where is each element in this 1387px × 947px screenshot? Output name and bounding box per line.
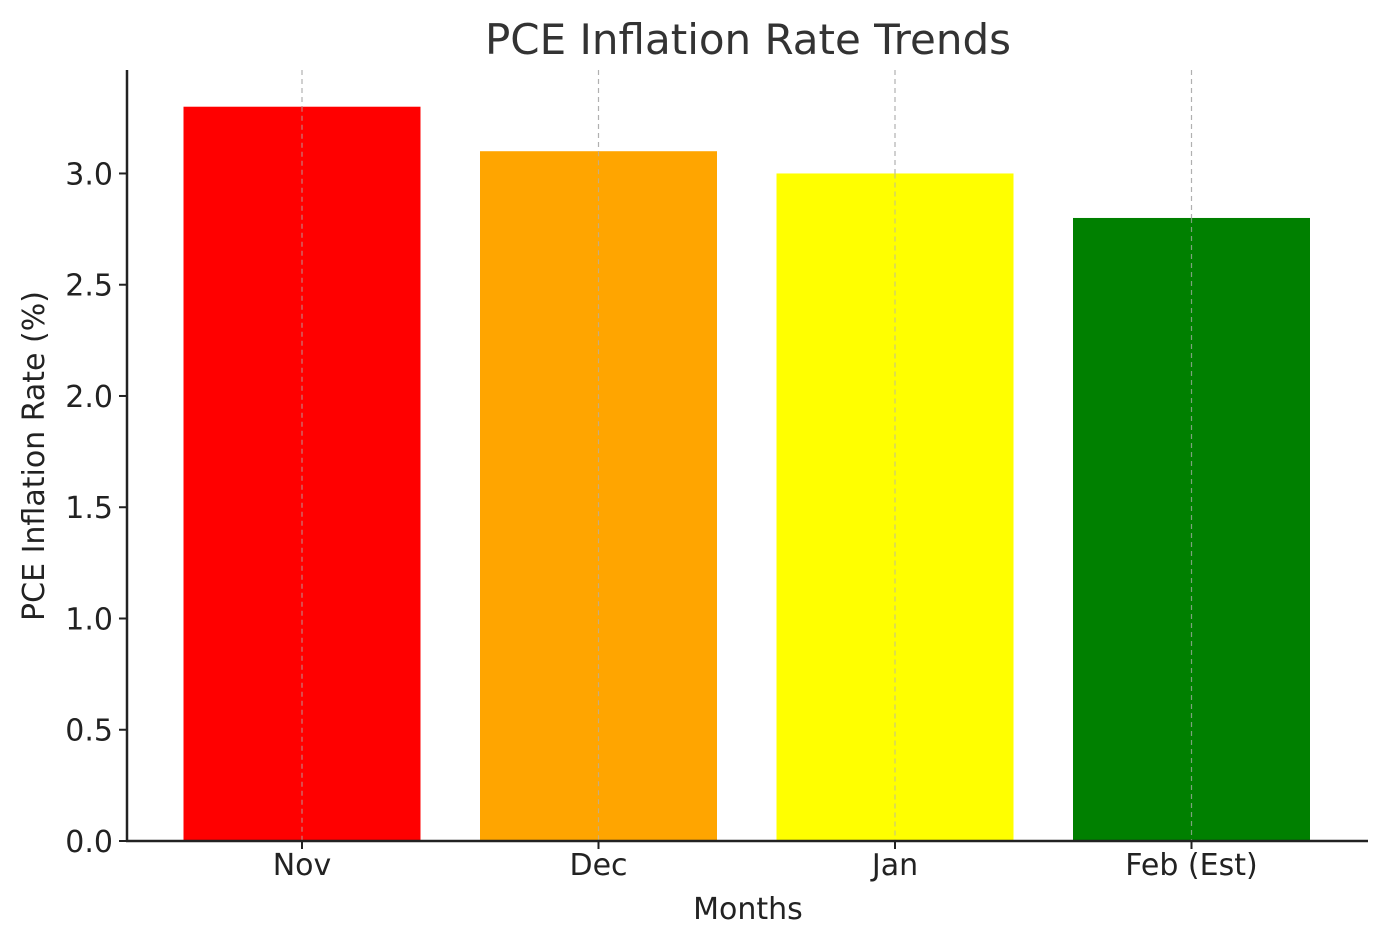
y-tick-label: 0.0 (65, 825, 113, 860)
x-tick-label: Nov (273, 848, 332, 883)
bars (183, 106, 1310, 842)
y-axis-label: PCE Inflation Rate (%) (17, 291, 52, 621)
bar-nov (183, 106, 421, 841)
x-tick-label: Dec (569, 848, 627, 883)
y-tick-label: 2.0 (65, 380, 113, 415)
y-tick-label: 1.5 (65, 491, 113, 526)
grid-lines-overlay (301, 106, 1193, 841)
y-tick-label: 2.5 (65, 269, 113, 304)
x-axis-label: Months (693, 892, 803, 927)
grid-lines (301, 70, 1193, 841)
y-tick-label: 3.0 (65, 157, 113, 192)
chart-title: PCE Inflation Rate Trends (485, 15, 1011, 64)
x-tick-label: Jan (870, 848, 918, 883)
y-tick-label: 1.0 (65, 602, 113, 637)
y-tick-label: 0.5 (65, 714, 113, 749)
x-axis-ticks: Nov Dec Jan Feb (Est) (273, 841, 1258, 883)
y-axis-ticks: 0.0 0.5 1.0 1.5 2.0 2.5 3.0 (65, 157, 127, 860)
x-tick-label: Feb (Est) (1125, 848, 1257, 883)
